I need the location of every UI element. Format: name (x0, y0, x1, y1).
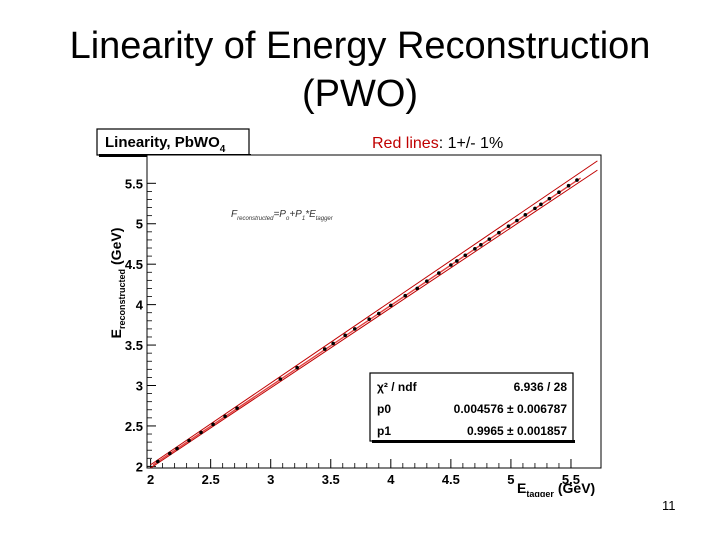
fit-stats-box-shadow (372, 440, 575, 443)
chi2-value: 6.936 / 28 (514, 380, 568, 394)
data-point (566, 183, 571, 188)
data-point (515, 218, 519, 223)
data-point (377, 311, 381, 316)
x-tick-label: 4 (387, 472, 395, 487)
slide-title: Linearity of Energy Reconstruction (PWO) (0, 22, 720, 118)
data-point (187, 438, 191, 443)
data-point (389, 303, 393, 308)
y-axis-label: Ereconstructed(GeV) (108, 228, 127, 339)
y-tick-label: 5.5 (125, 176, 143, 191)
data-point (506, 224, 511, 228)
data-point (533, 206, 537, 211)
slide-title-line-1: Linearity of Energy Reconstruction (69, 25, 651, 67)
plot-title: Linearity, PbWO4 (105, 134, 226, 155)
slide-title-line-2: (PWO) (301, 73, 419, 115)
data-point (479, 242, 483, 247)
x-tick-label: 5 (507, 472, 514, 487)
red-lines-note: Red lines: 1+/- 1% (372, 135, 503, 153)
data-point (547, 196, 552, 201)
linearity-plot: Linearity, PbWO4 Ereconstructed(GeV) Eta… (96, 128, 602, 497)
data-point (575, 178, 579, 182)
red-lines-note-highlight: Red lines (372, 135, 439, 152)
p1-value: 0.9965 ± 0.001857 (467, 424, 567, 438)
p1-label: p1 (377, 424, 391, 438)
data-point (175, 446, 179, 451)
data-point (415, 286, 420, 291)
data-point (449, 263, 453, 267)
fit-stats-box (369, 372, 574, 442)
data-point (156, 459, 160, 464)
x-tick-label: 3.5 (322, 472, 340, 487)
y-tick-label: 3.5 (125, 338, 143, 353)
y-tick-label: 2 (136, 459, 143, 474)
red-lines-note-text: : 1+/- 1% (438, 135, 504, 152)
p0-label: p0 (377, 402, 391, 416)
x-tick-label: 2 (147, 472, 154, 487)
data-point (455, 259, 459, 263)
chi2-label: χ² / ndf (377, 380, 418, 394)
data-point (199, 430, 203, 435)
data-point (278, 377, 283, 381)
p0-value: 0.004576 ± 0.006787 (454, 402, 568, 416)
data-point (539, 202, 543, 207)
data-point (352, 327, 357, 331)
data-point (497, 230, 501, 235)
x-tick-label: 5.5 (562, 472, 580, 487)
data-point (523, 213, 528, 217)
plot-title-box (96, 128, 250, 156)
data-point (235, 406, 239, 410)
x-axis-label: Etagger (GeV) (517, 480, 595, 497)
fit-formula: Freconstructed=Po+P1*Etagger (231, 209, 334, 222)
y-tick-label: 5 (136, 217, 143, 232)
data-point (557, 190, 561, 195)
y-tick-label: 4.5 (125, 257, 143, 272)
bound-line (150, 169, 598, 469)
data-point (295, 365, 299, 370)
x-tick-label: 4.5 (442, 472, 460, 487)
data-point (437, 271, 441, 275)
data-point (322, 347, 327, 351)
data-point (367, 317, 371, 321)
data-point (223, 414, 227, 419)
data-point (403, 293, 408, 298)
x-tick-label: 2.5 (202, 472, 220, 487)
y-tick-label: 4 (136, 298, 144, 313)
y-tick-label: 2.5 (125, 419, 143, 434)
data-point (425, 279, 429, 283)
data-point (168, 451, 172, 456)
page-number: 11 (662, 498, 676, 513)
data-point (211, 422, 215, 427)
bound-line (150, 160, 598, 466)
data-point (473, 247, 477, 251)
data-point (343, 333, 347, 338)
data-point (463, 253, 468, 258)
x-tick-label: 3 (267, 472, 274, 487)
y-tick-label: 3 (136, 379, 143, 394)
data-point (487, 237, 492, 241)
data-point (331, 341, 335, 346)
